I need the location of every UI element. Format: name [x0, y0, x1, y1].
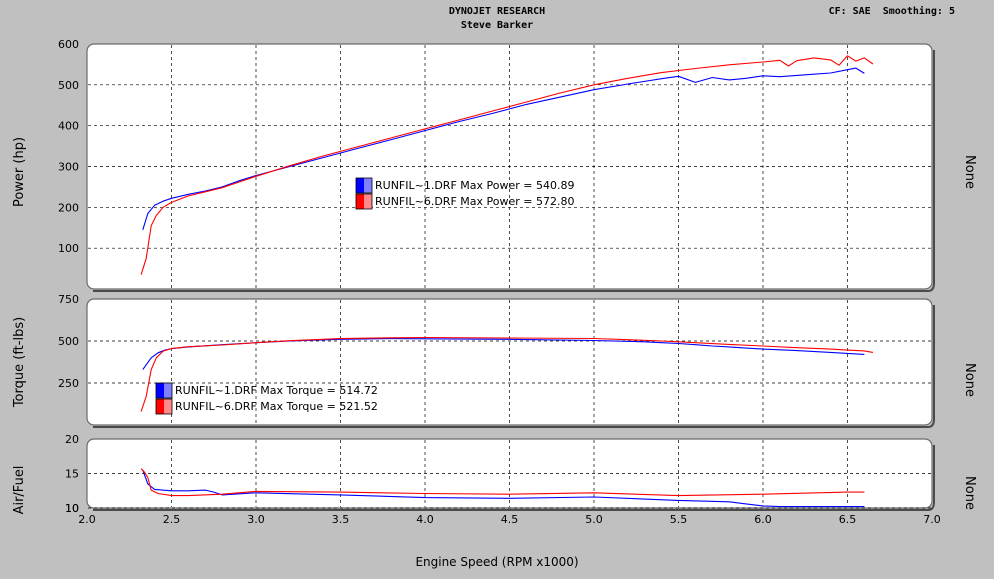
x-tick-label: 5.5 — [670, 513, 688, 526]
y-tick-label: 10 — [65, 502, 79, 515]
x-tick-label: 4.5 — [501, 513, 519, 526]
legend-entry: RUNFIL~1.DRF Max Power = 540.89 — [375, 179, 574, 192]
y-tick-label: 300 — [58, 161, 79, 174]
x-axis: 2.0 2.5 3.0 3.5 4.0 4.5 5.0 5.5 6.0 6.5 7.0 — [78, 513, 941, 526]
right-axis-label: None — [962, 363, 977, 397]
y-axis-label: Torque (ft-lbs) — [12, 317, 27, 408]
legend-swatch-dark — [356, 178, 364, 193]
y-tick-label: 500 — [58, 335, 79, 348]
legend-swatch-light — [164, 399, 172, 414]
legend-swatch-light — [364, 178, 372, 193]
x-tick-label: 5.0 — [585, 513, 603, 526]
legend-swatch-dark — [356, 194, 364, 209]
x-tick-label: 3.0 — [247, 513, 265, 526]
y-tick-label: 20 — [65, 433, 79, 446]
legend-entry: RUNFIL~6.DRF Max Torque = 521.52 — [175, 400, 378, 413]
y-tick-label: 100 — [58, 242, 79, 255]
plot-shadow — [93, 445, 935, 511]
y-tick-label: 750 — [58, 293, 79, 306]
x-tick-label: 4.0 — [416, 513, 434, 526]
right-axis-label: None — [962, 155, 977, 189]
legend-swatch — [355, 193, 373, 210]
plot-shadow — [93, 50, 935, 292]
series-line — [140, 336, 873, 412]
x-axis-label: Engine Speed (RPM x1000) — [415, 555, 578, 569]
y-tick-label: 15 — [65, 468, 79, 481]
legend-swatch — [355, 177, 373, 194]
correction-info: CF: SAE Smoothing: 5 — [829, 5, 955, 17]
legend-swatch-border — [355, 177, 373, 194]
legend-entry: RUNFIL~6.DRF Max Power = 572.80 — [375, 195, 574, 208]
series-line — [140, 55, 874, 275]
y-tick-label: 500 — [58, 79, 79, 92]
series-line — [142, 469, 865, 508]
x-tick-label: 2.5 — [163, 513, 181, 526]
x-tick-label: 6.0 — [754, 513, 772, 526]
y-tick-label: 10 — [65, 502, 79, 515]
legend-swatch-light — [364, 194, 372, 209]
legend-swatch-border — [155, 398, 173, 415]
y-axis-label: Power (hp) — [12, 137, 27, 207]
legend-swatch — [155, 382, 173, 399]
legend-swatch-border — [355, 193, 373, 210]
legend-swatch-border — [155, 382, 173, 399]
y-axis-label: Air/Fuel — [12, 466, 27, 515]
legend-swatch-light — [164, 383, 172, 398]
power-panel: 100 200 300 400 500 600 Power (hp) None RUNFIL~1… — [12, 38, 977, 292]
legend-entry: RUNFIL~1.DRF Max Torque = 514.72 — [175, 384, 378, 397]
series-line — [140, 468, 865, 497]
y-tick-label: 600 — [58, 38, 79, 51]
torque-panel: 250 500 750 Torque (ft-lbs) None RUNFIL~1.DRF… — [12, 293, 977, 428]
legend-swatch-dark — [156, 383, 164, 398]
x-tick-label: 3.5 — [332, 513, 350, 526]
y-tick-label: 250 — [58, 377, 79, 390]
x-tick-label: 2.0 — [78, 513, 96, 526]
right-axis-label: None — [962, 476, 977, 510]
plot-shadow — [93, 305, 935, 428]
chart-subtitle: Steve Barker — [461, 20, 533, 31]
series-line — [142, 67, 865, 230]
x-tick-label: 6.5 — [839, 513, 857, 526]
y-tick-label: 200 — [58, 201, 79, 214]
y-tick-label: 400 — [58, 120, 79, 133]
x-tick-label: 7.0 — [923, 513, 941, 526]
chart-title: DYNOJET RESEARCH — [449, 6, 545, 17]
legend-swatch — [155, 398, 173, 415]
legend-swatch-dark — [156, 399, 164, 414]
